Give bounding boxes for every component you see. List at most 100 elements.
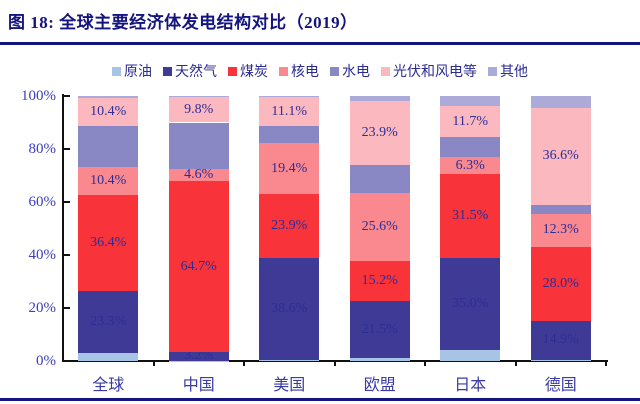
bar-segment bbox=[78, 352, 139, 361]
data-label: 11.7% bbox=[452, 113, 489, 129]
bar-segment bbox=[440, 137, 501, 158]
bar-segment bbox=[440, 174, 501, 258]
y-axis-tick-label: 60% bbox=[28, 194, 57, 210]
legend-item: 水电 bbox=[330, 61, 370, 81]
y-axis-tick-label: 40% bbox=[28, 247, 57, 263]
data-label: 3.2% bbox=[184, 348, 214, 364]
legend-swatch-icon bbox=[279, 66, 288, 76]
bar-segment bbox=[440, 106, 501, 138]
data-label: 23.9% bbox=[361, 124, 398, 140]
x-axis-tick bbox=[605, 362, 607, 366]
y-axis-tick-label: 0% bbox=[36, 353, 56, 369]
legend-item: 光伏和风电等 bbox=[381, 61, 477, 81]
y-axis-tick-label: 20% bbox=[28, 300, 57, 316]
legend-swatch-icon bbox=[488, 66, 497, 76]
data-label: 10.4% bbox=[90, 103, 127, 119]
x-axis-category-label: 全球 bbox=[92, 377, 125, 394]
y-axis-tick bbox=[64, 254, 70, 256]
bar-segment bbox=[78, 194, 139, 292]
bar-segment bbox=[259, 97, 320, 127]
data-label: 31.5% bbox=[452, 207, 489, 223]
legend-item: 天然气 bbox=[163, 61, 217, 81]
legend-swatch-icon bbox=[228, 66, 237, 76]
bar-segment bbox=[78, 291, 139, 353]
legend-swatch-icon bbox=[163, 66, 172, 76]
legend-label: 其他 bbox=[500, 65, 528, 80]
legend-swatch-icon bbox=[330, 66, 339, 76]
data-label: 15.2% bbox=[361, 273, 398, 289]
data-label: 28.0% bbox=[542, 275, 579, 291]
legend-label: 原油 bbox=[124, 65, 152, 80]
bar-segment bbox=[530, 246, 591, 321]
legend-item: 核电 bbox=[279, 61, 319, 81]
bar-segment bbox=[259, 126, 320, 143]
bar-segment bbox=[168, 180, 229, 353]
bar-segment bbox=[530, 96, 591, 108]
x-axis-tick bbox=[333, 362, 336, 366]
bar-segment bbox=[78, 98, 139, 126]
data-label: 11.1% bbox=[271, 103, 308, 119]
bar-segment bbox=[530, 213, 591, 247]
bar-segment bbox=[530, 204, 591, 214]
bar-segment bbox=[259, 359, 320, 361]
x-axis-category-label: 美国 bbox=[273, 377, 306, 394]
bar-segment bbox=[259, 194, 320, 258]
x-axis-category-label: 日本 bbox=[454, 377, 487, 394]
data-label: 36.6% bbox=[542, 148, 579, 164]
bar-segment bbox=[349, 101, 410, 165]
bar-segment bbox=[168, 352, 229, 361]
bar-segment bbox=[349, 193, 410, 262]
legend-label: 光伏和风电等 bbox=[393, 65, 477, 80]
x-axis-tick bbox=[152, 362, 155, 366]
legend-item: 原油 bbox=[112, 61, 152, 81]
data-label: 12.3% bbox=[542, 222, 579, 238]
bar-segment bbox=[530, 107, 591, 205]
bar-segment bbox=[78, 96, 139, 99]
data-label: 36.4% bbox=[90, 234, 127, 250]
legend-label: 核电 bbox=[291, 65, 319, 80]
legend-label: 煤炭 bbox=[240, 65, 268, 80]
bar-segment bbox=[259, 142, 320, 195]
legend-label: 天然气 bbox=[175, 65, 217, 80]
bar-segment bbox=[530, 360, 591, 361]
footer-rule bbox=[0, 398, 640, 401]
data-label: 4.6% bbox=[184, 166, 214, 182]
data-label: 25.6% bbox=[361, 219, 398, 235]
bar-segment bbox=[440, 257, 501, 351]
legend-swatch-icon bbox=[381, 66, 390, 76]
bar-segment bbox=[168, 122, 229, 169]
bar-segment bbox=[349, 301, 410, 359]
data-label: 23.3% bbox=[90, 313, 127, 329]
data-label: 23.9% bbox=[271, 217, 308, 233]
data-label: 19.4% bbox=[271, 160, 308, 176]
title-rule bbox=[0, 42, 640, 45]
bar-segment bbox=[349, 261, 410, 302]
y-axis-tick bbox=[64, 148, 70, 150]
y-axis-tick bbox=[64, 307, 70, 309]
data-label: 38.6% bbox=[271, 300, 308, 316]
x-axis-tick bbox=[514, 362, 517, 366]
legend-label: 水电 bbox=[342, 65, 370, 80]
y-axis-tick bbox=[64, 95, 70, 97]
x-axis-category-label: 欧盟 bbox=[363, 377, 396, 394]
x-axis-line bbox=[62, 360, 608, 362]
legend-item: 其他 bbox=[488, 61, 528, 81]
x-axis-tick bbox=[424, 362, 426, 366]
bar-segment bbox=[349, 164, 410, 194]
bar-segment bbox=[78, 125, 139, 167]
x-axis-tick bbox=[243, 362, 245, 366]
bar-segment bbox=[440, 157, 501, 175]
bar-segment bbox=[78, 167, 139, 195]
x-axis-category-label: 德国 bbox=[544, 377, 577, 394]
data-label: 64.7% bbox=[180, 258, 217, 274]
bar-segment bbox=[349, 358, 410, 361]
data-label: 35.0% bbox=[452, 296, 489, 312]
figure-title: 图 18: 全球主要经济体发电结构对比（2019） bbox=[8, 13, 358, 32]
data-label: 9.8% bbox=[184, 101, 214, 117]
chart-legend: 原油 天然气 煤炭 核电 水电 光伏和风电等 其他 bbox=[0, 61, 640, 81]
bar-segment bbox=[168, 96, 229, 123]
y-axis-tick-label: 100% bbox=[21, 88, 56, 104]
y-axis-tick bbox=[64, 201, 70, 203]
